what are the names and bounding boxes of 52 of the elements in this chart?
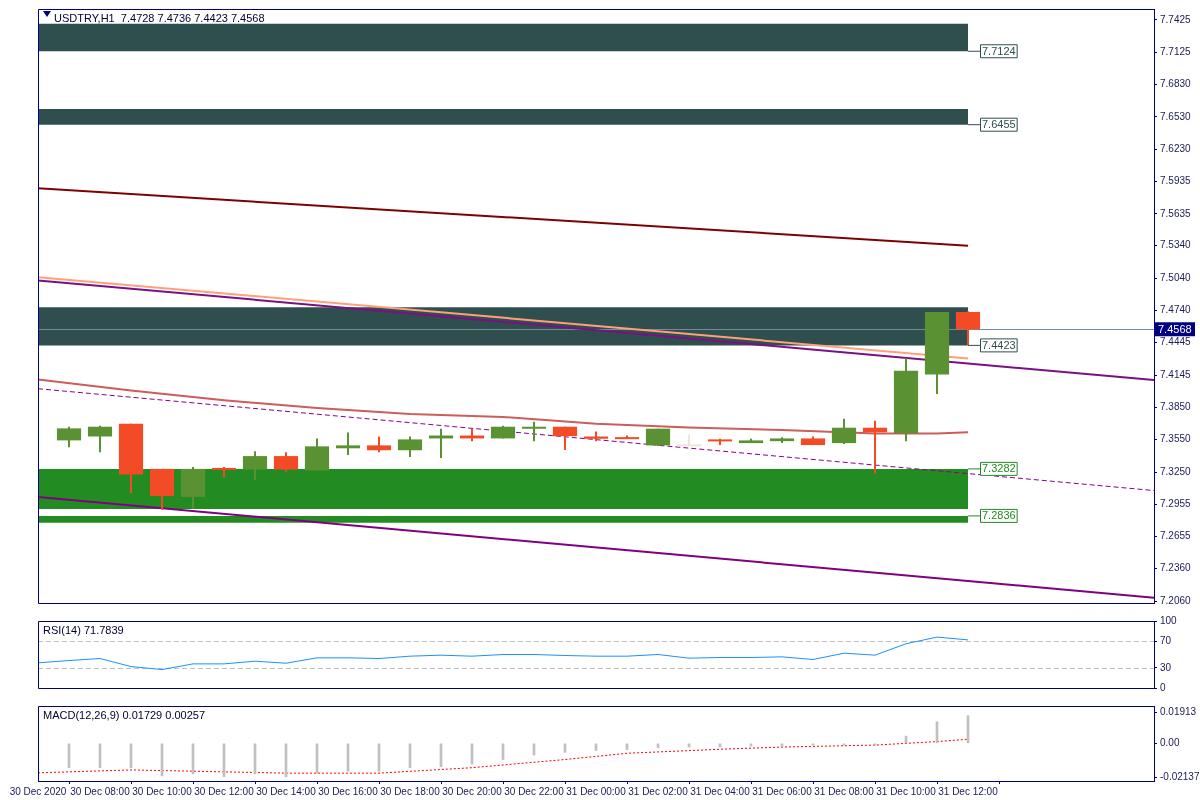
chart-title: USDTRY,H1 7.4728 7.4736 7.4423 7.4568 — [54, 12, 265, 25]
y-tick-label: 7.6830 — [1160, 78, 1192, 90]
y-tick-label: 70 — [1160, 634, 1172, 646]
y-tick-label: 7.2060 — [1160, 594, 1192, 606]
y-tick-label: 7.7425 — [1160, 13, 1192, 25]
y-tick-label: 7.3250 — [1160, 465, 1192, 477]
y-tick-label: 7.2360 — [1160, 562, 1192, 574]
y-tick-label: -0.02137 — [1160, 771, 1200, 783]
x-tick-label: 31 Dec 04:00 — [690, 785, 751, 797]
y-tick-label: 0.00 — [1160, 737, 1180, 749]
x-tick-label: 31 Dec 00:00 — [566, 785, 627, 797]
band-label: 7.4423 — [982, 338, 1016, 351]
y-tick-label: 7.3550 — [1160, 433, 1192, 445]
y-tick-label: 7.4445 — [1160, 336, 1192, 348]
x-tick-label: 31 Dec 06:00 — [752, 785, 813, 797]
ref-line-label: 7.4568 — [1158, 322, 1192, 335]
chart-title: MACD(12,26,9) 0.01729 0.00257 — [43, 709, 206, 722]
y-tick-label: 7.5935 — [1160, 175, 1192, 186]
y-tick-label: 7.4145 — [1160, 368, 1192, 380]
x-tick-label: 30 Dec 20:00 — [442, 785, 503, 797]
x-tick-label: 31 Dec 02:00 — [628, 785, 689, 797]
y-tick-label: 7.2955 — [1160, 497, 1192, 509]
x-tick-label: 31 Dec 08:00 — [814, 785, 875, 797]
x-tick-label: 30 Dec 12:00 — [194, 785, 255, 797]
y-tick-label: 7.4740 — [1160, 304, 1192, 316]
x-tick-label: 30 Dec 16:00 — [318, 785, 379, 797]
line-series — [38, 738, 969, 774]
x-tick-label: 30 Dec 10:00 — [132, 785, 193, 797]
y-tick-label: 7.5040 — [1160, 271, 1192, 283]
y-tick-label: 7.3850 — [1160, 400, 1192, 412]
y-tick-label: 7.6230 — [1160, 143, 1192, 155]
band-label: 7.3282 — [982, 462, 1016, 475]
x-tick-label: 31 Dec 10:00 — [876, 785, 937, 797]
y-tick-label: 7.7125 — [1160, 46, 1192, 58]
chart-title: RSI(14) 71.7839 — [43, 624, 124, 637]
y-tick-label: 7.5340 — [1160, 239, 1192, 251]
x-tick-label: 30 Dec 22:00 — [504, 785, 565, 797]
band-label: 7.7124 — [982, 44, 1016, 57]
y-tick-label: 100 — [1160, 614, 1178, 626]
band-label: 7.6455 — [982, 118, 1016, 131]
band-label: 7.2836 — [982, 509, 1016, 522]
x-tick-label: 31 Dec 12:00 — [938, 785, 999, 797]
y-tick-label: 0.01913 — [1160, 706, 1197, 718]
x-tick-label: 30 Dec 18:00 — [380, 785, 441, 797]
y-tick-label: 30 — [1160, 661, 1172, 673]
y-tick-label: 0 — [1160, 681, 1166, 693]
x-tick-label: 30 Dec 08:00 — [70, 785, 131, 797]
y-tick-label: 7.5635 — [1160, 207, 1192, 219]
x-tick-label: 30 Dec 14:00 — [256, 785, 317, 797]
y-tick-label: 7.2655 — [1160, 530, 1192, 542]
y-tick-label: 7.6530 — [1160, 110, 1192, 122]
x-tick-label: 30 Dec 2020 — [9, 785, 67, 797]
